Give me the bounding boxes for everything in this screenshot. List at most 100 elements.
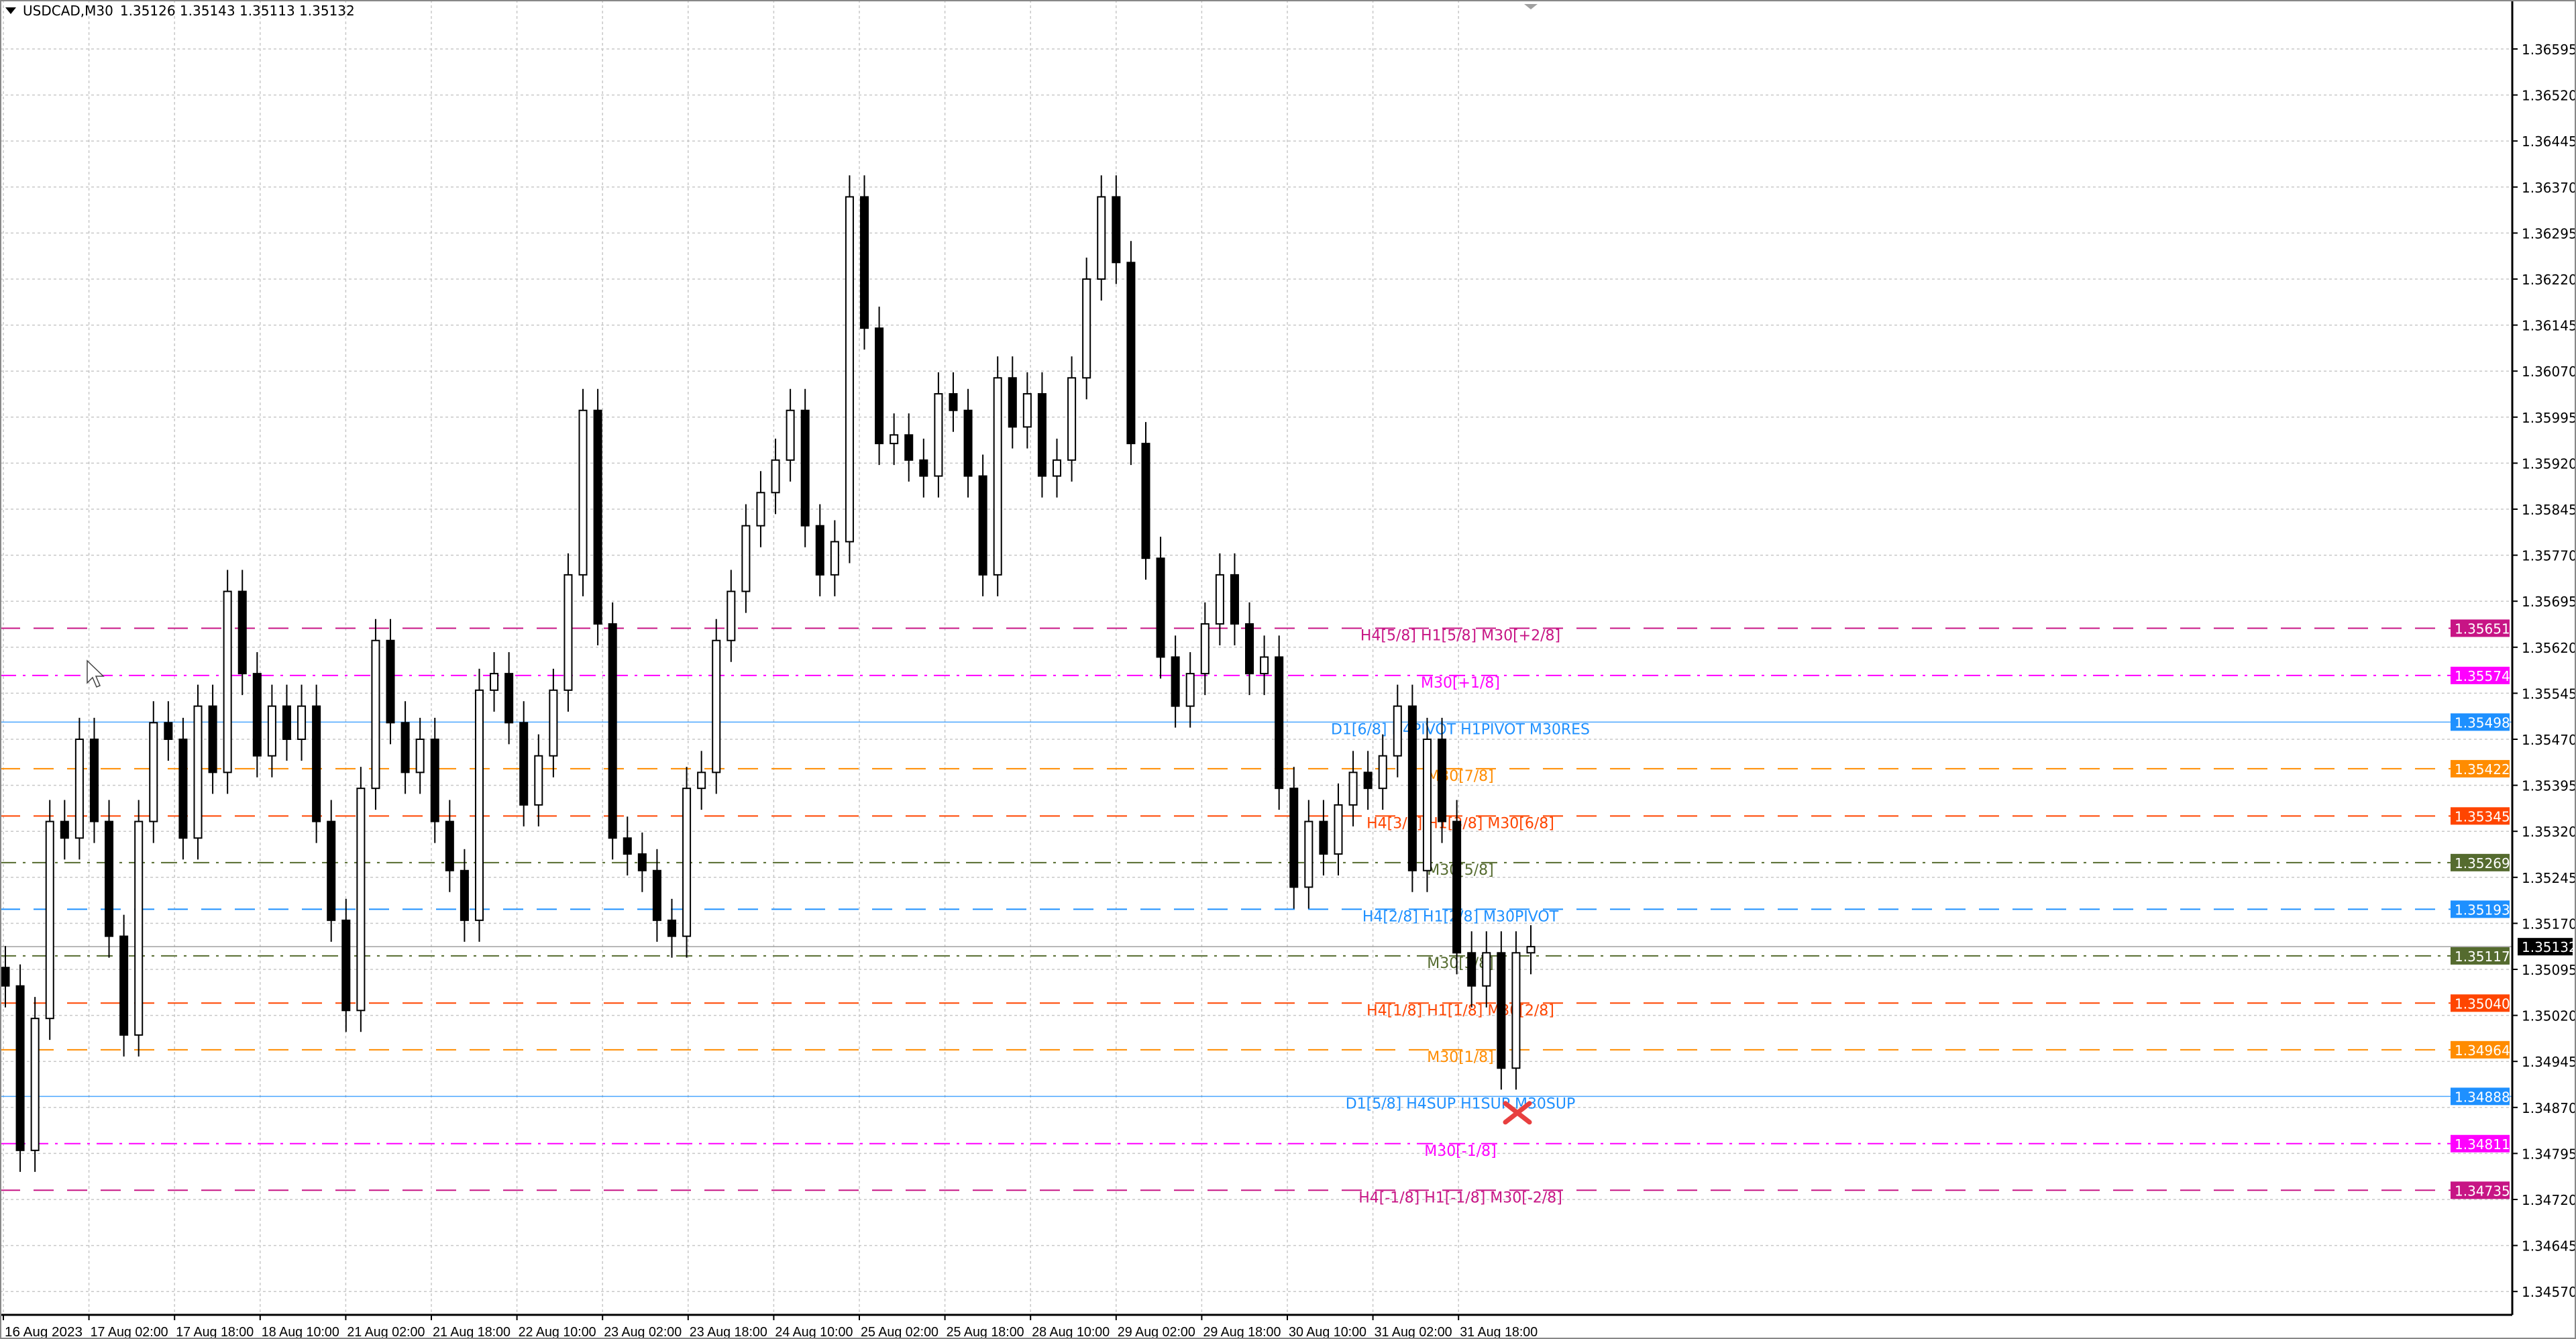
price-tag-label: 1.34811	[2455, 1136, 2510, 1153]
candle-body	[1082, 278, 1091, 379]
candle-body	[445, 820, 454, 871]
candle-body	[845, 196, 854, 543]
candle-body	[1304, 820, 1313, 888]
y-tick-label: 1.35395	[2522, 778, 2576, 794]
price-tag	[2451, 947, 2510, 965]
candle-body	[1482, 952, 1491, 987]
y-tick-label: 1.35695	[2522, 594, 2576, 610]
candle-body	[1422, 739, 1432, 871]
candle-body	[1022, 393, 1032, 428]
cross-marker-icon	[1503, 1101, 1532, 1125]
candle-body	[800, 409, 810, 527]
chart-header: USDCAD,M30 1.35126 1.35143 1.35113 1.351…	[5, 3, 355, 19]
chart-shift-marker-icon	[1524, 4, 1538, 9]
candle-body	[1497, 952, 1506, 1069]
candle-body	[430, 739, 439, 822]
candle-body	[149, 722, 158, 822]
candle-body	[859, 196, 869, 329]
y-tick-label: 1.35620	[2522, 640, 2576, 656]
y-tick-label: 1.36445	[2522, 133, 2576, 150]
level-label: D1[6/8] H4PIVOT H1PIVOT M30RES	[1331, 721, 1590, 738]
y-tick-label: 1.34945	[2522, 1054, 2576, 1070]
candle-body	[252, 673, 262, 757]
price-tag	[2451, 1087, 2510, 1106]
level-label: H4[1/8] H1[1/8] M30[2/8]	[1366, 1002, 1554, 1019]
candle-body	[549, 689, 558, 757]
price-tag-label: 1.34888	[2455, 1089, 2510, 1105]
candle-body	[105, 820, 114, 937]
price-tag	[2451, 619, 2510, 637]
level-label: M30[-1/8]	[1424, 1143, 1497, 1160]
candle-body	[1141, 443, 1150, 559]
candle-body	[74, 739, 84, 839]
price-tag	[2451, 807, 2510, 825]
candle-body	[1348, 771, 1358, 806]
candle-body	[1511, 952, 1521, 1069]
x-tick-label: 29 Aug 18:00	[1203, 1325, 1281, 1339]
y-tick-label: 1.35995	[2522, 410, 2576, 426]
current-price-tag	[2518, 938, 2573, 956]
candle-body	[904, 434, 914, 461]
candle-body	[341, 919, 351, 1012]
y-tick-label: 1.36520	[2522, 88, 2576, 104]
candle-body	[30, 1018, 40, 1151]
candle-body	[949, 393, 958, 411]
candle-body	[1008, 377, 1017, 428]
candle-body	[1452, 820, 1462, 954]
price-tag-label: 1.34964	[2455, 1042, 2510, 1059]
y-tick-label: 1.36595	[2522, 42, 2576, 58]
x-tick-label: 30 Aug 10:00	[1289, 1325, 1366, 1339]
level-label: D1[5/8] H4SUP H1SUP M30SUP	[1346, 1095, 1576, 1112]
candle-body	[1275, 656, 1284, 790]
candle-body	[208, 705, 217, 773]
candle-body	[282, 705, 291, 741]
candle-body	[1037, 393, 1046, 477]
y-tick-label: 1.35920	[2522, 456, 2576, 472]
x-tick-label: 18 Aug 10:00	[262, 1325, 339, 1339]
candle-body	[712, 639, 721, 773]
candle-body	[682, 788, 692, 937]
candle-body	[1, 967, 10, 987]
candle-body	[1185, 673, 1195, 707]
candle-body	[1363, 771, 1373, 790]
level-label: H4[5/8] H1[5/8] M30[+2/8]	[1360, 627, 1560, 644]
candle-body	[178, 739, 188, 839]
candle-body	[875, 327, 884, 445]
candle-body	[637, 853, 647, 871]
x-tick-label: 25 Aug 02:00	[861, 1325, 938, 1339]
mouse-cursor-icon	[87, 659, 105, 688]
candle-body	[741, 525, 751, 592]
candle-body	[934, 393, 943, 477]
candle-body	[164, 722, 173, 740]
y-tick-label: 1.34570	[2522, 1284, 2576, 1300]
y-tick-label: 1.35020	[2522, 1008, 2576, 1024]
candle-body	[1200, 623, 1210, 675]
candle-body	[1067, 377, 1077, 461]
candle-body	[60, 820, 69, 839]
price-tag-label: 1.35269	[2455, 855, 2510, 871]
candle-body	[534, 755, 543, 806]
candle-body	[460, 869, 469, 921]
y-tick-label: 1.34645	[2522, 1238, 2576, 1254]
y-tick-label: 1.36295	[2522, 225, 2576, 242]
price-tag-label: 1.35422	[2455, 761, 2510, 778]
symbol-label: USDCAD,M30	[23, 3, 113, 19]
price-tag	[2451, 994, 2510, 1012]
price-tag	[2451, 1134, 2510, 1153]
y-tick-label: 1.35545	[2522, 686, 2576, 702]
candle-body	[371, 639, 380, 790]
candle-body	[815, 525, 824, 576]
x-tick-label: 24 Aug 10:00	[775, 1325, 853, 1339]
y-tick-label: 1.34720	[2522, 1192, 2576, 1208]
candles	[1, 175, 1536, 1172]
candle-body	[1052, 459, 1062, 477]
y-tick-label: 1.35245	[2522, 870, 2576, 886]
y-tick-label: 1.34795	[2522, 1146, 2576, 1162]
collapse-triangle-icon[interactable]	[5, 7, 16, 14]
candle-body	[1467, 952, 1477, 987]
y-tick-label: 1.34870	[2522, 1100, 2576, 1116]
candle-body	[89, 739, 99, 822]
candle-body	[608, 623, 617, 839]
price-tag-label: 1.35345	[2455, 808, 2510, 824]
